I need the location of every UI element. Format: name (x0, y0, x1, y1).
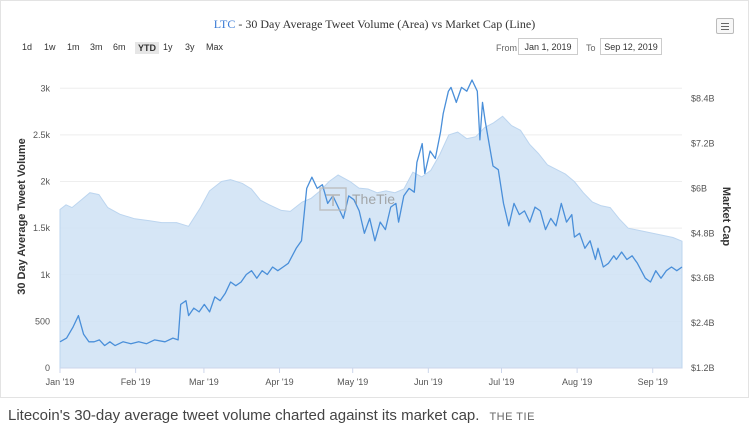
chart-title-text: 30 Day Average Tweet Volume (Area) vs Ma… (245, 17, 536, 31)
tweet-volume-area (59, 115, 683, 369)
y-left-tick-label: 2k (40, 177, 50, 187)
range-button-6m[interactable]: 6m (113, 42, 126, 52)
hamburger-icon-bar (721, 29, 729, 30)
range-button-1y[interactable]: 1y (163, 42, 173, 52)
y-left-axis-title: 30 Day Average Tweet Volume (16, 138, 28, 295)
y-left-tick-label: 0 (45, 363, 50, 373)
x-tick-label: Aug '19 (562, 377, 592, 387)
range-button-1d[interactable]: 1d (22, 42, 33, 52)
y-right-tick-label: $2.4B (691, 318, 715, 328)
market-cap-line (59, 79, 683, 347)
chart-title: LTC - 30 Day Average Tweet Volume (Area)… (0, 17, 749, 32)
y-right-axis-title: Market Cap (720, 187, 732, 247)
chart-title-separator: - (235, 17, 246, 31)
y-left-tick-label: 3k (40, 83, 50, 93)
to-date-input[interactable]: Sep 12, 2019 (600, 38, 662, 55)
range-button-1w[interactable]: 1w (44, 42, 56, 52)
x-tick-label: Sep '19 (638, 377, 668, 387)
watermark-text: TheTie (352, 191, 395, 207)
range-button-3m[interactable]: 3m (90, 42, 103, 52)
y-left-tick-label: 500 (35, 316, 50, 326)
hamburger-icon-bar (721, 26, 729, 27)
y-right-tick-label: $4.8B (691, 228, 715, 238)
chart-title-symbol: LTC (213, 17, 236, 31)
y-right-tick-label: $1.2B (691, 363, 715, 373)
x-tick-label: May '19 (337, 377, 368, 387)
caption-source: THE TIE (489, 411, 535, 423)
watermark-logo-icon (319, 187, 347, 211)
chart-menu-button[interactable] (716, 18, 734, 34)
y-right-tick-label: $8.4B (691, 94, 715, 104)
x-tick-label: Jan '19 (46, 377, 75, 387)
x-tick-label: Mar '19 (189, 377, 219, 387)
caption: Litecoin's 30-day average tweet volume c… (8, 407, 535, 424)
y-left-tick-label: 2.5k (33, 130, 51, 140)
caption-text: Litecoin's 30-day average tweet volume c… (8, 407, 480, 424)
x-tick-label: Apr '19 (265, 377, 293, 387)
range-button-max[interactable]: Max (206, 42, 224, 52)
x-tick-label: Jul '19 (489, 377, 515, 387)
y-right-tick-label: $3.6B (691, 273, 715, 283)
y-left-tick-label: 1k (40, 270, 50, 280)
range-button-1m[interactable]: 1m (67, 42, 80, 52)
x-tick-label: Jun '19 (414, 377, 443, 387)
from-label: From (496, 43, 517, 53)
y-right-tick-label: $6B (691, 183, 707, 193)
range-button-3y[interactable]: 3y (185, 42, 195, 52)
chart-plot: 0 500 1k 1.5k 2k 2.5k 3k $1.2B $2.4B $3.6B $4.8B $6… (16, 79, 732, 387)
from-date-input[interactable]: Jan 1, 2019 (518, 38, 578, 55)
to-label: To (586, 43, 596, 53)
y-right-tick-label: $7.2B (691, 139, 715, 149)
x-tick-label: Feb '19 (121, 377, 151, 387)
hamburger-icon-bar (721, 23, 729, 24)
range-button-ytd[interactable]: YTD (135, 42, 159, 54)
y-left-tick-label: 1.5k (33, 223, 51, 233)
